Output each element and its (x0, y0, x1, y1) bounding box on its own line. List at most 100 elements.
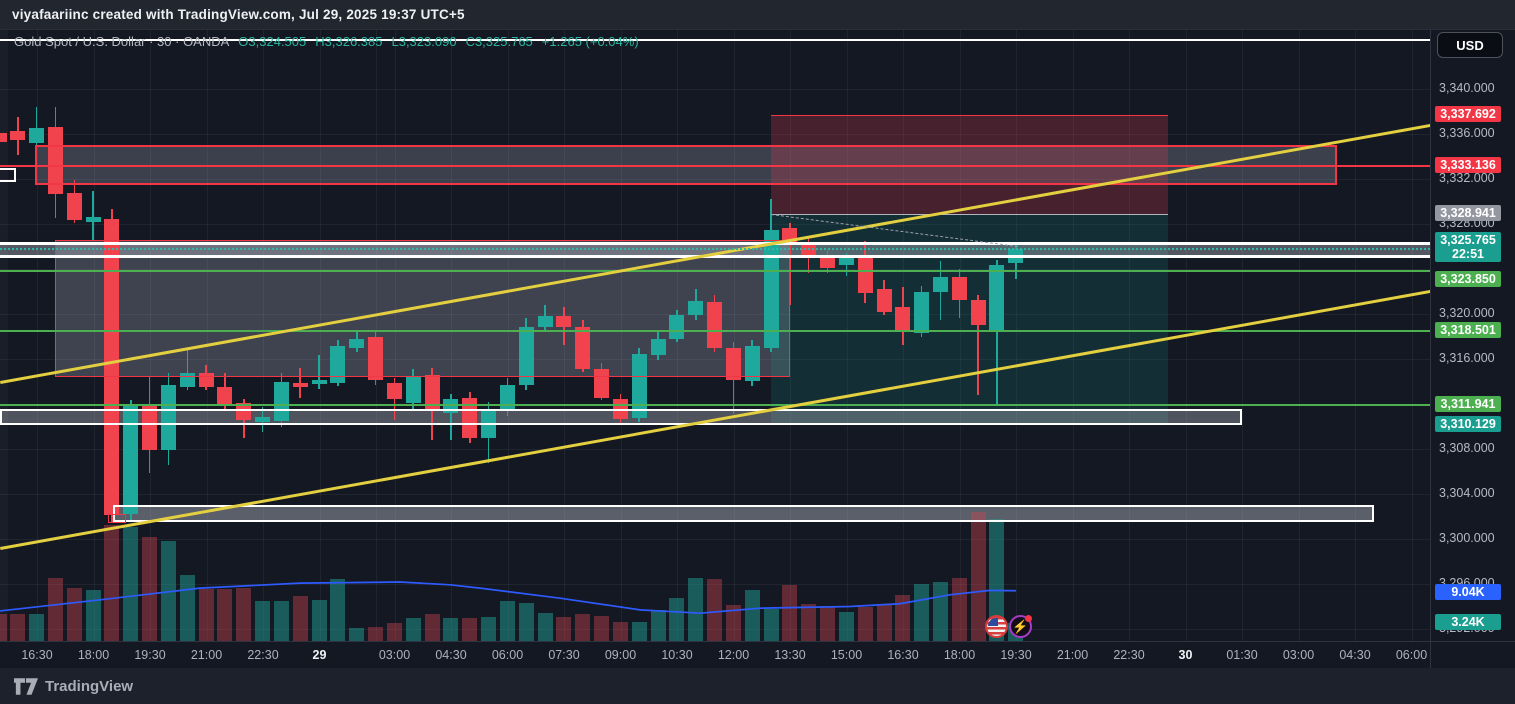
current-price-band-border[interactable] (0, 242, 1430, 259)
volume-bar[interactable] (933, 582, 948, 641)
us-flag-event-icon[interactable] (985, 615, 1008, 638)
resistance-box-border[interactable] (35, 144, 1337, 185)
candle[interactable] (989, 264, 1005, 330)
candle[interactable] (142, 405, 158, 451)
candle-wick[interactable] (393, 378, 396, 421)
volume-bar[interactable] (556, 617, 572, 641)
symbol-header[interactable]: Gold Spot / U.S. Dollar · 30 · OANDA O3,3… (14, 34, 639, 49)
volume-bar[interactable] (66, 588, 82, 641)
resistance-box[interactable] (35, 144, 1337, 185)
candle[interactable] (707, 301, 723, 348)
candle[interactable] (0, 132, 7, 142)
green-level-line-2[interactable] (0, 330, 1430, 333)
volume-bar[interactable] (311, 600, 327, 641)
volume-bar[interactable] (537, 613, 553, 641)
volume-bar[interactable] (951, 578, 967, 641)
candle-wick[interactable] (977, 295, 979, 396)
volume-bar[interactable] (631, 621, 647, 641)
volume-bar[interactable] (801, 603, 817, 641)
volume-bar[interactable] (236, 588, 252, 641)
mid-range-box-border[interactable] (55, 240, 790, 378)
candle-wick[interactable] (92, 191, 94, 241)
candle[interactable] (518, 326, 534, 386)
volume-bar[interactable] (669, 597, 685, 641)
candle[interactable] (537, 316, 553, 327)
candle-wick[interactable] (186, 346, 189, 390)
candle[interactable] (688, 300, 704, 316)
candle-wick[interactable] (845, 253, 848, 276)
candle[interactable] (10, 130, 26, 140)
low-band[interactable] (113, 504, 1374, 522)
candle[interactable] (763, 229, 779, 348)
volume-bar[interactable] (895, 594, 911, 641)
volume-bar[interactable] (612, 621, 628, 641)
volume-bar[interactable] (292, 595, 308, 641)
volume-bar[interactable] (518, 603, 534, 641)
volume-bar[interactable] (10, 613, 26, 641)
volume-bar[interactable] (914, 583, 930, 641)
demand-zone-border[interactable] (771, 213, 1168, 426)
volume-bar[interactable] (386, 623, 402, 641)
candle[interactable] (255, 416, 271, 423)
candle-wick[interactable] (996, 260, 998, 406)
candle[interactable] (744, 345, 760, 381)
candle[interactable] (217, 387, 233, 405)
candle-wick[interactable] (450, 394, 452, 441)
candle[interactable] (556, 316, 572, 327)
candle[interactable] (612, 398, 628, 419)
volume-bar[interactable] (575, 614, 591, 641)
candle[interactable] (386, 382, 402, 399)
candle[interactable] (85, 217, 101, 222)
current-price-band[interactable] (0, 242, 1430, 259)
candle[interactable] (857, 257, 873, 293)
candle[interactable] (933, 277, 948, 292)
volume-bar[interactable] (707, 579, 723, 641)
volume-bar[interactable] (123, 526, 139, 641)
candle[interactable] (970, 299, 986, 326)
volume-bar[interactable] (349, 628, 365, 641)
candle[interactable] (236, 403, 252, 421)
volume-bar[interactable] (405, 618, 421, 641)
tradingview-logo[interactable]: TradingView (14, 678, 133, 695)
left-white-box-border[interactable] (0, 167, 16, 182)
volume-bar[interactable] (255, 600, 271, 641)
volume-bar[interactable] (820, 605, 836, 641)
red-level-line[interactable] (0, 165, 1430, 168)
volume-bar[interactable] (179, 574, 195, 641)
candle[interactable] (876, 289, 892, 312)
candle[interactable] (104, 218, 120, 515)
currency-toggle-button[interactable]: USD (1437, 32, 1503, 58)
candle[interactable] (631, 353, 647, 418)
volume-bar[interactable] (198, 588, 214, 641)
candle[interactable] (292, 382, 308, 388)
low-red-box-border[interactable] (108, 514, 126, 523)
volume-bar[interactable] (782, 584, 798, 641)
volume-bar[interactable] (744, 589, 760, 641)
candle[interactable] (368, 336, 384, 380)
candle[interactable] (311, 379, 327, 385)
supply-zone-border[interactable] (771, 115, 1168, 214)
volume-bar[interactable] (838, 612, 854, 641)
chart-pane[interactable]: Gold Spot / U.S. Dollar · 30 · OANDA O3,3… (0, 29, 1430, 641)
volume-bar[interactable] (424, 613, 440, 641)
low-band-border[interactable] (113, 504, 1374, 522)
volume-bar[interactable] (876, 603, 892, 641)
white-level-line-upper[interactable] (0, 39, 1430, 41)
candle[interactable] (575, 326, 591, 370)
candle[interactable] (349, 338, 365, 348)
volume-bar[interactable] (857, 607, 873, 641)
candle[interactable] (424, 375, 440, 412)
volume-bar[interactable] (104, 524, 120, 641)
candle[interactable] (951, 277, 967, 300)
green-level-line-3[interactable] (0, 403, 1430, 406)
candle[interactable] (895, 307, 911, 333)
volume-bar[interactable] (217, 588, 233, 641)
volume-bar[interactable] (29, 613, 45, 641)
lightning-event-icon[interactable]: ⚡ (1009, 615, 1032, 638)
candle[interactable] (160, 385, 176, 451)
volume-bar[interactable] (47, 578, 63, 641)
volume-bar[interactable] (725, 605, 741, 641)
candle[interactable] (650, 338, 666, 355)
volume-bar[interactable] (462, 618, 478, 641)
green-level-line-1[interactable] (0, 269, 1430, 272)
